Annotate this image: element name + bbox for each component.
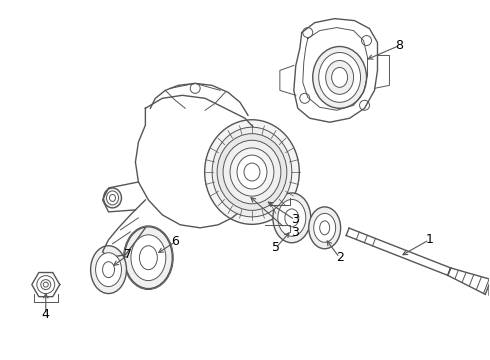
- Ellipse shape: [313, 46, 367, 108]
- Ellipse shape: [103, 188, 122, 208]
- Ellipse shape: [326, 60, 354, 94]
- Ellipse shape: [278, 199, 306, 236]
- Ellipse shape: [332, 67, 347, 87]
- Ellipse shape: [217, 134, 287, 210]
- Ellipse shape: [273, 193, 311, 243]
- Text: 3: 3: [291, 226, 299, 239]
- Ellipse shape: [230, 148, 274, 196]
- Ellipse shape: [309, 207, 341, 249]
- Text: 8: 8: [395, 39, 403, 52]
- Ellipse shape: [318, 53, 361, 102]
- Ellipse shape: [237, 155, 267, 189]
- Text: 1: 1: [425, 233, 433, 246]
- Text: 5: 5: [272, 241, 280, 254]
- Ellipse shape: [212, 127, 292, 217]
- Text: 2: 2: [336, 251, 343, 264]
- Text: 3: 3: [291, 213, 299, 226]
- Ellipse shape: [205, 120, 299, 224]
- Ellipse shape: [314, 213, 336, 242]
- Ellipse shape: [124, 227, 172, 289]
- Text: 7: 7: [124, 248, 132, 261]
- Ellipse shape: [131, 235, 166, 280]
- Ellipse shape: [223, 140, 281, 204]
- Text: 6: 6: [172, 235, 179, 248]
- Ellipse shape: [96, 253, 122, 287]
- Ellipse shape: [106, 191, 119, 205]
- Text: 4: 4: [42, 308, 49, 321]
- Ellipse shape: [91, 246, 126, 293]
